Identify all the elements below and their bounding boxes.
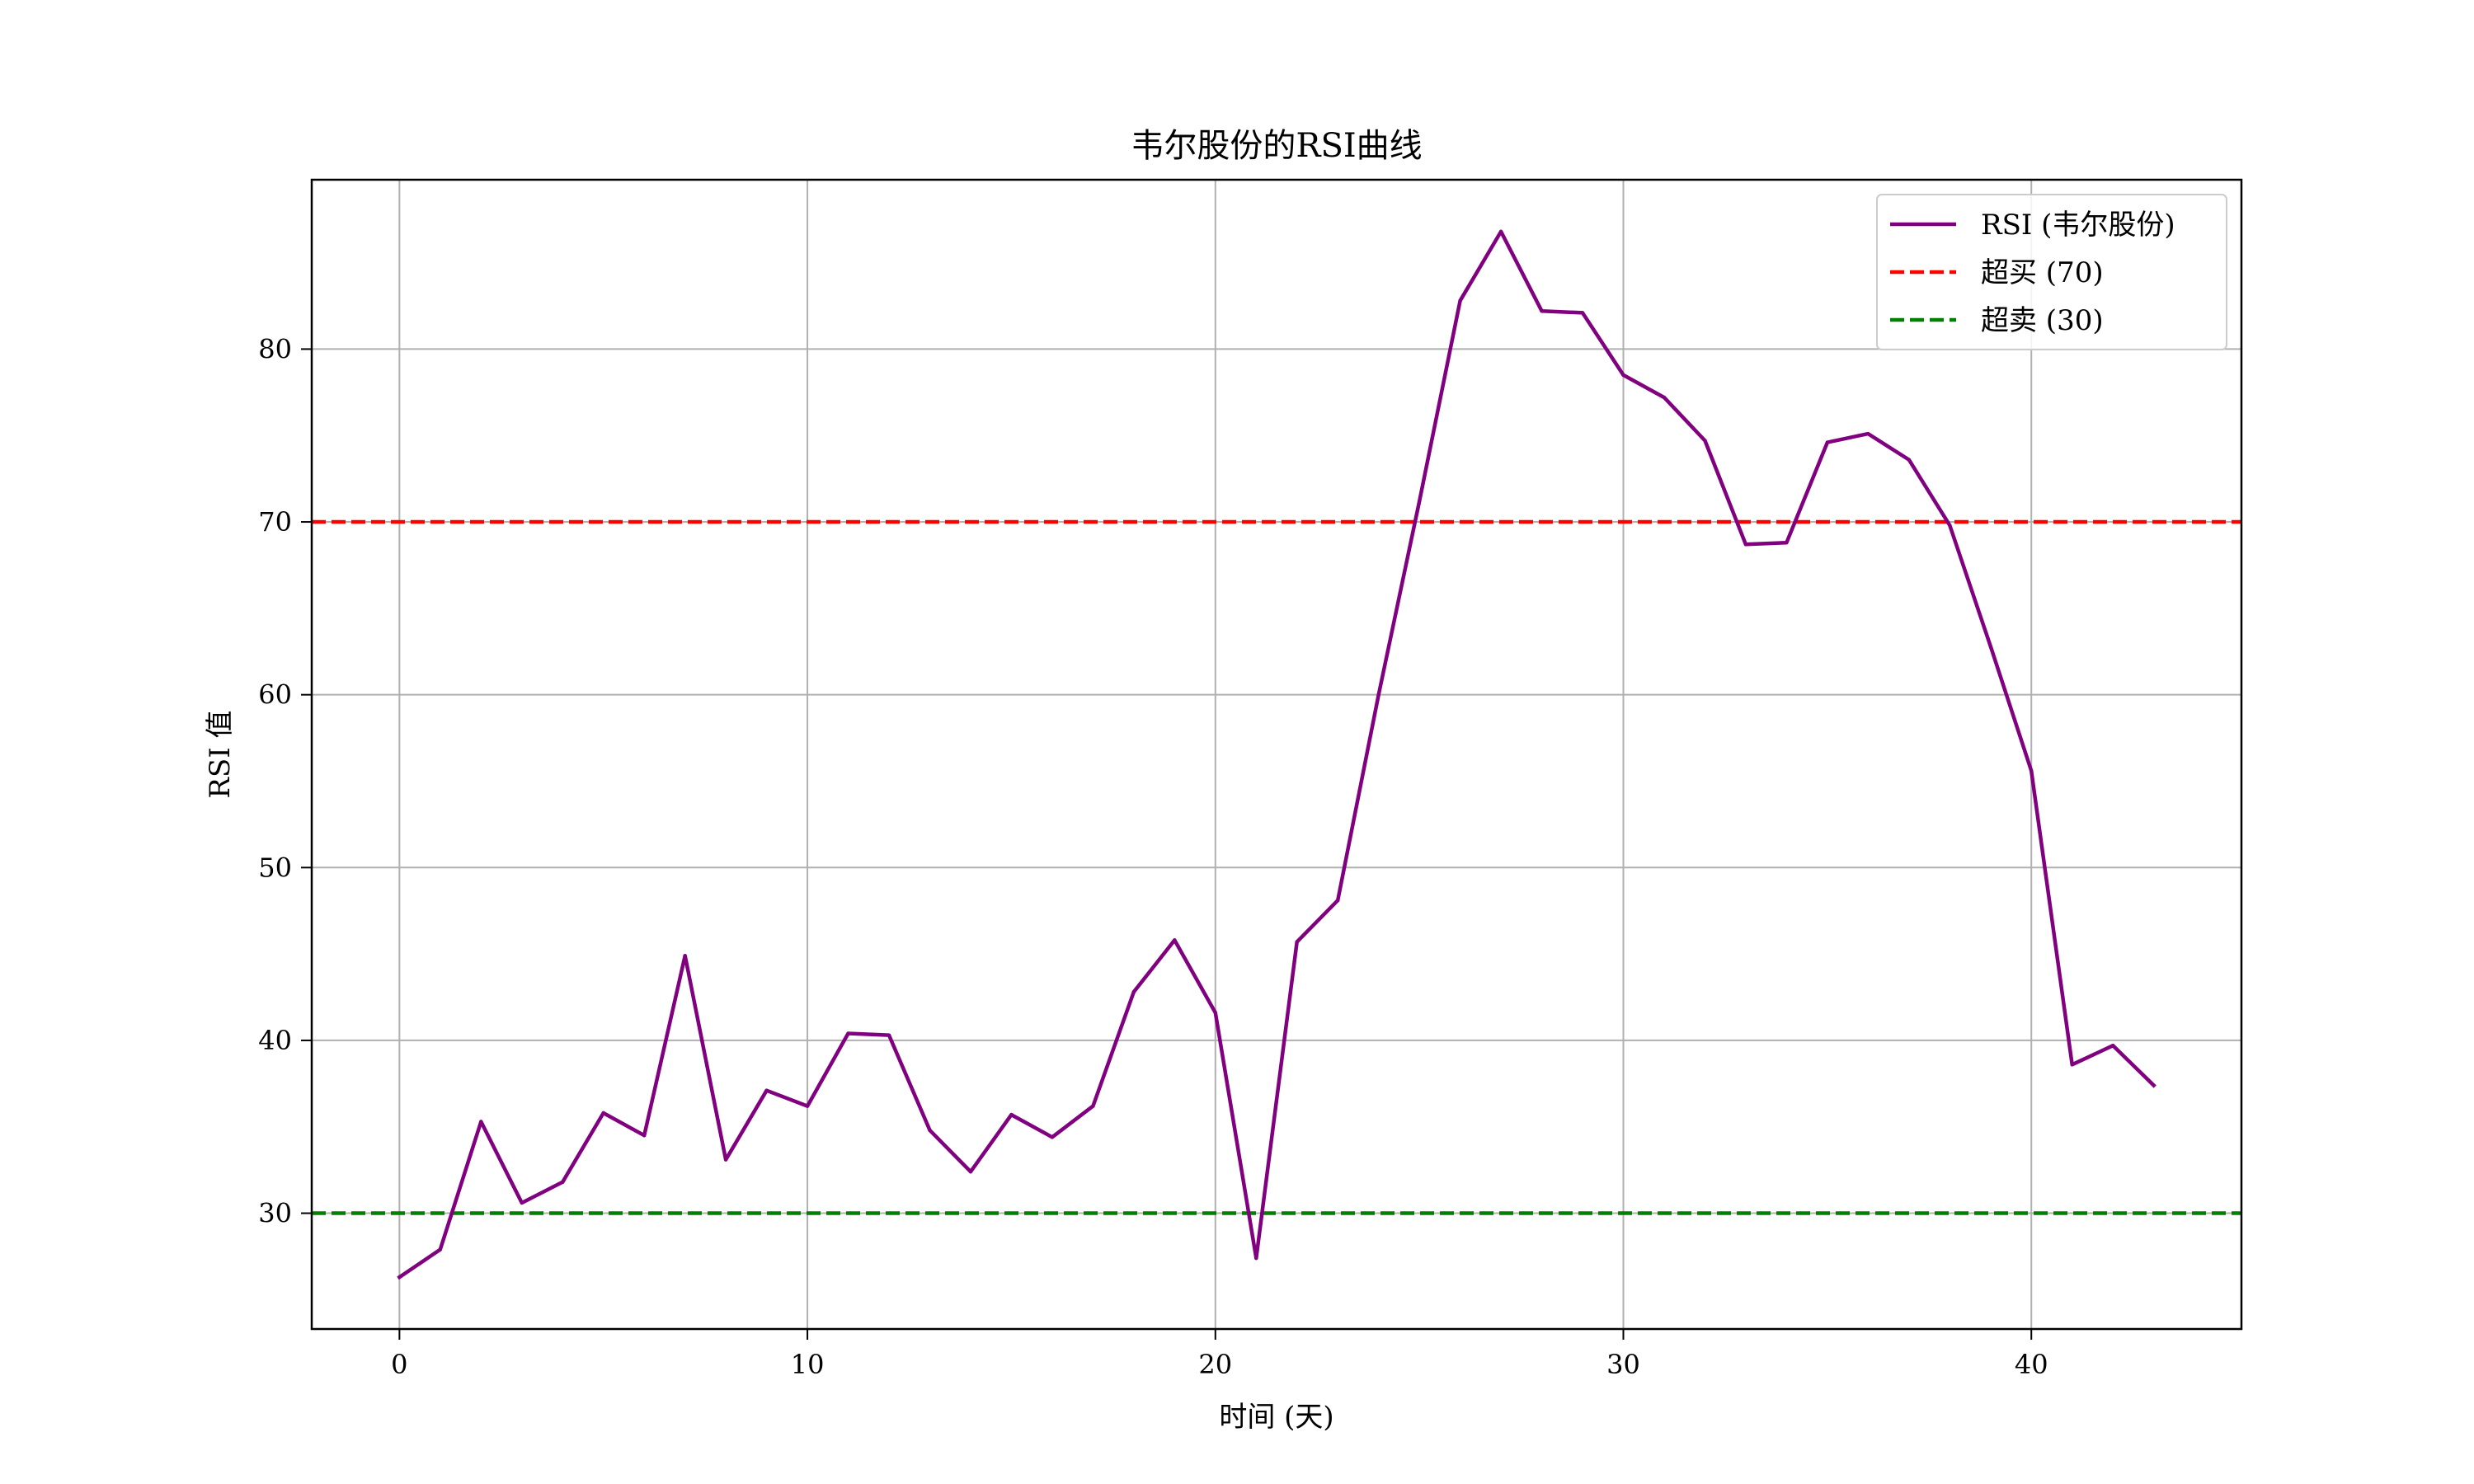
rsi-point (479, 1120, 483, 1124)
y-tick-label: 70 (258, 506, 292, 538)
rsi-point (1009, 1112, 1014, 1117)
rsi-point (968, 1170, 973, 1174)
x-tick-label: 20 (1198, 1349, 1232, 1380)
rsi-point (1091, 1104, 1095, 1108)
x-axis-ticks: 0 10 20 30 40 (391, 1329, 2048, 1380)
rsi-point (1866, 431, 1870, 436)
x-tick-label: 10 (791, 1349, 825, 1380)
rsi-point (1417, 499, 1422, 504)
rsi-point (764, 1088, 769, 1092)
rsi-point (1621, 373, 1625, 378)
rsi-point (928, 1128, 932, 1133)
legend-entry-label: RSI (韦尔股份) (1981, 209, 2175, 242)
x-tick-label: 40 (2015, 1349, 2048, 1380)
rsi-point (520, 1200, 524, 1205)
rsi-point (1050, 1135, 1055, 1139)
y-tick-label: 50 (258, 852, 292, 883)
rsi-point (2030, 768, 2034, 773)
rsi-point (1785, 541, 1789, 545)
rsi-point (2110, 1044, 2115, 1048)
rsi-point (1376, 693, 1380, 697)
rsi-point (1540, 309, 1544, 313)
rsi-point (1458, 298, 1462, 303)
rsi-point (1173, 938, 1177, 942)
rsi-point (846, 1031, 850, 1036)
rsi-point (438, 1247, 443, 1252)
rsi-point (397, 1275, 402, 1280)
rsi-point (683, 954, 687, 958)
rsi-point (1336, 898, 1340, 903)
rsi-point (1988, 644, 1992, 649)
rsi-point (723, 1158, 728, 1162)
y-tick-label: 40 (258, 1025, 292, 1056)
rsi-point (1948, 524, 1952, 528)
y-tick-label: 30 (258, 1198, 292, 1229)
plot-frame (310, 178, 2243, 1331)
legend-entry-label: 超卖 (30) (1981, 304, 2104, 337)
rsi-point (1498, 229, 1503, 234)
rsi-point (1703, 439, 1707, 443)
rsi-point (1580, 311, 1585, 315)
y-tick-label: 60 (258, 679, 292, 711)
rsi-point (887, 1033, 891, 1037)
legend-entry-label: 超买 (70) (1981, 256, 2104, 289)
rsi-point (1213, 1011, 1217, 1015)
y-tick-label: 80 (258, 333, 292, 364)
rsi-point (1743, 542, 1748, 547)
rsi-point (642, 1134, 647, 1138)
rsi-point (1662, 395, 1667, 400)
rsi-point (1295, 940, 1299, 944)
rsi-point (2152, 1083, 2156, 1087)
y-axis-label: RSI 值 (204, 710, 237, 798)
rsi-line (397, 229, 2157, 1280)
rsi-point (1825, 440, 1830, 444)
legend-box (1876, 194, 2227, 350)
rsi-point (1131, 990, 1136, 994)
rsi-point (561, 1180, 565, 1185)
chart-title: 韦尔股份的RSI曲线 (1131, 127, 1422, 165)
y-axis-ticks: 30 40 50 60 70 80 (258, 333, 312, 1229)
rsi-point (1907, 458, 1912, 462)
threshold-lines (312, 519, 2241, 1215)
x-tick-label: 0 (391, 1349, 407, 1380)
x-axis-label: 时间 (天) (1219, 1401, 1333, 1434)
rsi-series (397, 229, 2157, 1280)
rsi-point (2070, 1063, 2074, 1067)
rsi-point (805, 1104, 810, 1108)
x-tick-label: 30 (1606, 1349, 1640, 1380)
rsi-point (1254, 1256, 1258, 1261)
legend: RSI (韦尔股份) 超买 (70) 超卖 (30) (1876, 194, 2227, 350)
rsi-point (601, 1111, 605, 1115)
